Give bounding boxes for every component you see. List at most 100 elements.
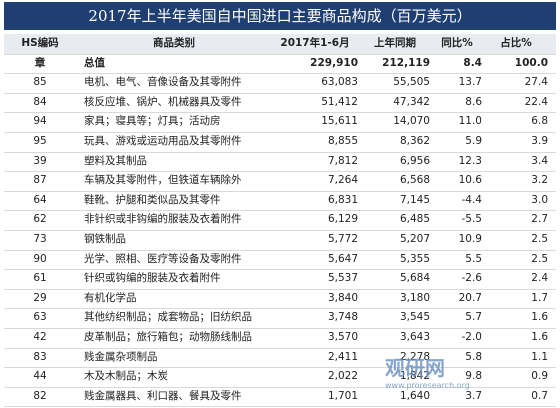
table-row: 39 塑料及其制品 7,812 6,956 12.3 3.4 (4, 152, 556, 173)
table-cell: 8,362 (399, 135, 430, 147)
table-cell: 9.8 (465, 370, 482, 383)
table-cell: 14,070 (393, 115, 430, 128)
column-header: 占比% (500, 37, 532, 49)
watermark-name: 观研网 (385, 356, 445, 380)
table-cell: 1,701 (327, 389, 358, 402)
table-cell: 电机、电气、音像设备及其零附件 (84, 76, 242, 89)
table-cell: 0.7 (531, 389, 548, 402)
table-row: 61 针织或钩编的服装及衣着附件 5,537 5,684 -2.6 2.4 (4, 269, 556, 290)
table-cell: 2.7 (531, 213, 548, 226)
table-cell: 玩具、游戏或运动用品及其零附件 (84, 135, 242, 147)
table-cell: 100.0 (514, 56, 548, 69)
table-row: 85 电机、电气、音像设备及其零附件 63,083 55,505 13.7 27.4 (4, 73, 556, 94)
table-cell: 3,180 (399, 291, 430, 304)
table-cell: 2,278 (399, 350, 430, 363)
table-cell: 229,910 (310, 56, 358, 69)
table-row: 44 木及木制品；木炭 2,022 1,842 9.8 0.9 (4, 367, 556, 388)
title: 2017年上半年美国自中国进口主要商品构成（百万美元） (4, 2, 556, 30)
table-cell: 贱金属器具、利口器、餐具及零件 (84, 389, 242, 402)
table-cell: 3,545 (399, 311, 430, 324)
table-cell: 5,647 (327, 252, 358, 265)
table-cell: 皮革制品；旅行箱包；动物肠线制品 (84, 331, 252, 343)
table-cell: 15,611 (321, 115, 358, 128)
table-cell: 82 (33, 389, 47, 402)
table-cell: 6,831 (327, 193, 358, 206)
table-cell: 2,022 (327, 370, 358, 383)
table-cell: 3,748 (327, 311, 358, 324)
column-header: 上年同期 (374, 37, 416, 49)
table-cell: 84 (33, 95, 47, 108)
table-cell: 5.8 (465, 350, 482, 363)
table-row: 94 家具；寝具等；灯具；活动房 15,611 14,070 11.0 6.8 (4, 112, 556, 133)
watermark-url: www.proresearch.org (385, 381, 470, 390)
table-cell: 6.8 (531, 115, 548, 128)
table-cell: 8,855 (327, 135, 358, 147)
table-row: 90 光学、照相、医疗等设备及零附件 5,647 5,355 5.5 2.5 (4, 250, 556, 271)
table-cell: 家具；寝具等；灯具；活动房 (84, 115, 221, 128)
table-cell: 塑料及其制品 (84, 154, 147, 167)
table-cell: 光学、照相、医疗等设备及零附件 (84, 252, 242, 265)
table-cell: 62 (33, 213, 47, 226)
table-cell: 39 (33, 154, 47, 167)
table-row: 42 皮革制品；旅行箱包；动物肠线制品 3,570 3,643 -2.0 1.6 (4, 328, 556, 349)
table-cell: 非针织或非钩编的服装及衣着附件 (84, 213, 242, 226)
table-row: 62 非针织或非钩编的服装及衣着附件 6,129 6,485 -5.5 2.7 (4, 210, 556, 231)
table-cell: 90 (33, 252, 47, 265)
table-cell: 6,129 (327, 213, 358, 226)
table-cell: 22.4 (524, 95, 548, 108)
table-cell: 5,684 (399, 272, 430, 285)
table-cell: 95 (33, 135, 47, 147)
table-cell: 83 (33, 350, 47, 363)
table-cell: 1.6 (531, 331, 548, 343)
table-cell: 钢铁制品 (84, 233, 126, 245)
table-cell: 11.0 (458, 115, 482, 128)
table-cell: 5,355 (399, 252, 430, 265)
table-cell: 7,145 (399, 193, 430, 206)
table-cell: 3.9 (531, 135, 548, 147)
table-cell: 鞋靴、护腿和类似品及其零件 (84, 193, 221, 206)
table-cell: 3.0 (531, 193, 548, 206)
table-cell: 51,412 (321, 95, 358, 108)
table-row: 83 贱金属杂项制品 2,411 2,278 5.8 1.1 (4, 348, 556, 369)
table-cell: 1.7 (531, 291, 548, 304)
table-cell: 212,119 (382, 56, 430, 69)
table-cell: 5,772 (327, 233, 358, 245)
table-cell: 木及木制品；木炭 (84, 370, 168, 383)
table-cell: 3,570 (327, 331, 358, 343)
table-cell: 7,812 (327, 154, 358, 167)
table-cell: 核反应堆、锅炉、机械器具及零件 (84, 95, 242, 108)
table-cell: -2.6 (461, 272, 483, 285)
table-row: 95 玩具、游戏或运动用品及其零附件 8,855 8,362 5.9 3.9 (4, 132, 556, 153)
table-cell: 73 (33, 233, 47, 245)
table-cell: 20.7 (458, 291, 482, 304)
table-cell: 94 (33, 115, 47, 128)
table-cell: 42 (33, 331, 47, 343)
table-cell: 2.5 (531, 233, 548, 245)
table-cell: 贱金属杂项制品 (84, 350, 158, 363)
table-cell: 63 (33, 311, 47, 324)
table-cell: 10.6 (458, 174, 482, 187)
column-header: 同比% (441, 37, 473, 49)
table-cell: 63,083 (321, 76, 358, 89)
table-row: 29 有机化学品 3,840 3,180 20.7 1.7 (4, 289, 556, 310)
table-cell: 3,840 (327, 291, 358, 304)
table-cell: 5.7 (465, 311, 482, 324)
table-cell: 6,485 (399, 213, 430, 226)
table-cell: 1,842 (399, 370, 430, 383)
table-row: 73 钢铁制品 5,772 5,207 10.9 2.5 (4, 230, 556, 251)
table-cell: 64 (33, 193, 47, 206)
table-row: 63 其他纺织制品；成套物品；旧纺织品 3,748 3,545 5.7 1.6 (4, 308, 556, 329)
table-cell: 87 (33, 174, 47, 187)
header-row: HS编码 商品类别 2017年1-6月 上年同期 同比% 占比% (4, 34, 556, 55)
table-cell: 3,643 (399, 331, 430, 343)
table-cell: 针织或钩编的服装及衣着附件 (84, 272, 221, 285)
table-cell: 55,505 (393, 76, 430, 89)
table-cell: 1.1 (531, 350, 548, 363)
table-cell: 44 (33, 370, 47, 383)
table-cell: 7,264 (327, 174, 358, 187)
table-cell: 5.9 (465, 135, 482, 147)
table-cell: 5,537 (327, 272, 358, 285)
table-cell: 2.5 (531, 252, 548, 265)
table-cell: 13.7 (458, 76, 482, 89)
